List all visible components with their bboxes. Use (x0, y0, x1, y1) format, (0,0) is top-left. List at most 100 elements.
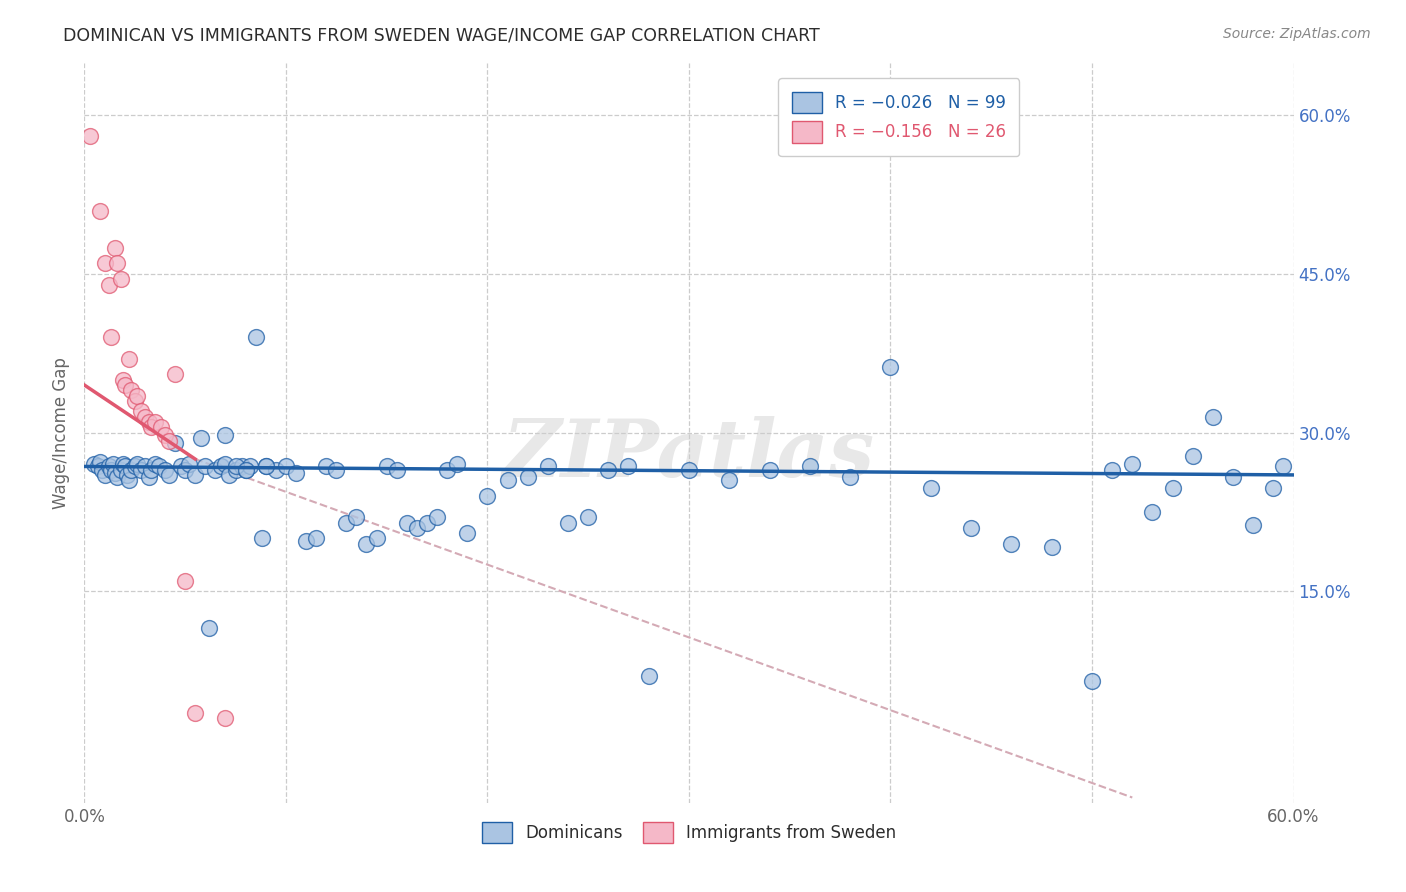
Point (576, 510, 599, 524)
Point (1101, 462, 1123, 476)
Point (1263, 481, 1285, 495)
Point (149, 420, 172, 434)
Point (557, 516, 579, 530)
Point (170, 459, 193, 474)
Point (89, 203, 111, 218)
Point (1142, 505, 1164, 519)
Point (385, 462, 408, 476)
Point (118, 473, 141, 487)
Point (839, 470, 862, 484)
Point (235, 462, 257, 476)
Point (920, 481, 942, 495)
Point (124, 459, 146, 474)
Point (254, 459, 277, 474)
Point (105, 256, 128, 270)
Point (1000, 537, 1022, 551)
Point (89, 455, 111, 469)
Point (148, 459, 170, 474)
Point (204, 462, 226, 476)
Point (1081, 674, 1104, 689)
Point (225, 462, 247, 476)
Point (110, 272, 132, 286)
Point (111, 458, 134, 472)
Point (114, 459, 136, 474)
Point (758, 462, 780, 476)
Point (366, 532, 388, 546)
Point (139, 420, 162, 434)
Point (114, 378, 136, 392)
Point (138, 470, 160, 484)
Point (678, 462, 700, 476)
Point (125, 458, 148, 472)
Point (97, 459, 120, 474)
Point (598, 462, 620, 476)
Point (617, 459, 640, 474)
Point (346, 510, 368, 524)
Point (960, 521, 983, 535)
Point (153, 462, 176, 476)
Text: DOMINICAN VS IMMIGRANTS FROM SWEDEN WAGE/INCOME GAP CORRELATION CHART: DOMINICAN VS IMMIGRANTS FROM SWEDEN WAGE… (63, 27, 820, 45)
Point (134, 409, 156, 424)
Point (718, 473, 741, 487)
Point (214, 427, 236, 442)
Point (235, 462, 257, 476)
Point (120, 462, 142, 476)
Point (91, 462, 114, 476)
Point (245, 330, 267, 344)
Point (87, 459, 110, 474)
Point (209, 459, 232, 474)
Point (406, 521, 429, 535)
Point (426, 510, 449, 524)
Text: ZIPatlas: ZIPatlas (503, 416, 875, 493)
Legend: Dominicans, Immigrants from Sweden: Dominicans, Immigrants from Sweden (475, 815, 903, 850)
Point (153, 427, 176, 442)
Point (93, 256, 115, 270)
Point (496, 473, 519, 487)
Point (198, 621, 221, 635)
Point (1222, 470, 1244, 484)
Point (165, 436, 187, 450)
Point (305, 532, 328, 546)
Point (138, 415, 160, 429)
Point (1272, 459, 1295, 474)
Point (129, 404, 152, 418)
Point (416, 516, 439, 530)
Point (214, 458, 236, 472)
Point (79, 129, 101, 144)
Point (264, 462, 287, 476)
Point (879, 359, 901, 374)
Point (799, 459, 821, 474)
Point (139, 462, 162, 476)
Point (134, 459, 156, 474)
Point (194, 459, 217, 474)
Point (436, 462, 458, 476)
Point (375, 459, 398, 474)
Text: Source: ZipAtlas.com: Source: ZipAtlas.com (1223, 27, 1371, 41)
Point (239, 459, 262, 474)
Point (214, 711, 236, 725)
Point (157, 434, 180, 448)
Point (1161, 481, 1184, 495)
Point (537, 459, 560, 474)
Point (184, 467, 207, 482)
Point (231, 459, 253, 474)
Point (285, 466, 308, 480)
Point (477, 489, 499, 503)
Point (446, 458, 468, 472)
Point (456, 526, 478, 541)
Point (111, 373, 134, 387)
Point (254, 459, 277, 474)
Point (637, 669, 659, 683)
Point (129, 462, 152, 476)
Point (179, 458, 201, 472)
Point (101, 458, 124, 472)
Point (104, 466, 127, 480)
Point (97, 277, 120, 292)
Point (143, 458, 166, 472)
Point (184, 706, 207, 720)
Point (315, 459, 337, 474)
Point (1040, 540, 1063, 554)
Point (83, 458, 105, 472)
Point (100, 330, 122, 344)
Point (1202, 409, 1225, 424)
